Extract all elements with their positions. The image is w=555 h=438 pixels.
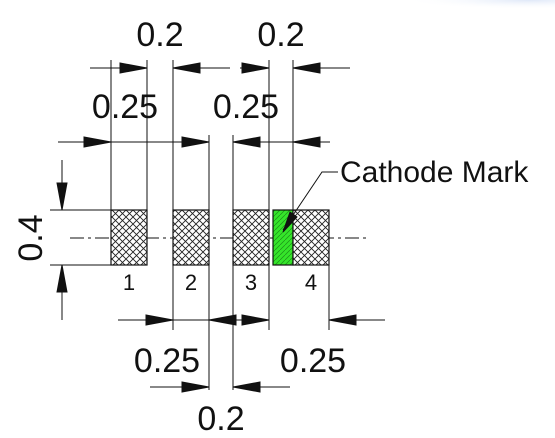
arrow-icon <box>119 62 148 74</box>
height-label: 0.4 <box>12 214 50 261</box>
top-gap-label-2: 0.2 <box>257 16 304 54</box>
bottom-pad-label-2: 0.25 <box>280 342 346 380</box>
pin-label-1: 1 <box>123 270 135 295</box>
pin-label-2: 2 <box>185 270 197 295</box>
arrow-icon <box>181 136 210 148</box>
arrow-icon <box>282 211 298 233</box>
top-gap-dimensions <box>90 62 350 74</box>
pad-1 <box>110 209 148 266</box>
height-dimension <box>56 160 68 320</box>
arrow-icon <box>241 314 270 326</box>
arrow-icon <box>83 136 112 148</box>
pad-4 <box>292 209 330 266</box>
pad-3 <box>232 209 270 266</box>
bottom-pad-dimensions <box>118 314 385 326</box>
cathode-mark-label: Cathode Mark <box>340 156 529 189</box>
bottom-gap-dimension <box>150 381 290 393</box>
extension-lines <box>50 60 330 390</box>
arrow-icon <box>208 314 237 326</box>
pin-label-3: 3 <box>245 270 257 295</box>
arrow-icon <box>232 136 261 148</box>
top-pad-dimensions <box>58 136 330 148</box>
top-pad-label-1: 0.25 <box>92 88 158 126</box>
top-pad-label-2: 0.25 <box>213 88 279 126</box>
cathode-leader <box>282 171 338 233</box>
bottom-gap-label: 0.2 <box>197 400 244 438</box>
arrow-icon <box>328 314 357 326</box>
watermark-swoosh <box>300 0 555 19</box>
bottom-pad-label-1: 0.25 <box>134 342 200 380</box>
top-gap-label-1: 0.2 <box>136 16 183 54</box>
arrow-icon <box>181 381 210 393</box>
arrow-icon <box>292 62 321 74</box>
pin-label-4: 4 <box>305 270 317 295</box>
arrow-icon <box>56 182 68 211</box>
arrow-icon <box>56 264 68 293</box>
arrow-icon <box>232 381 261 393</box>
arrow-icon <box>241 62 270 74</box>
arrow-icon <box>145 314 174 326</box>
pad-2 <box>172 209 210 266</box>
arrow-icon <box>172 62 201 74</box>
pad-row <box>110 209 330 266</box>
